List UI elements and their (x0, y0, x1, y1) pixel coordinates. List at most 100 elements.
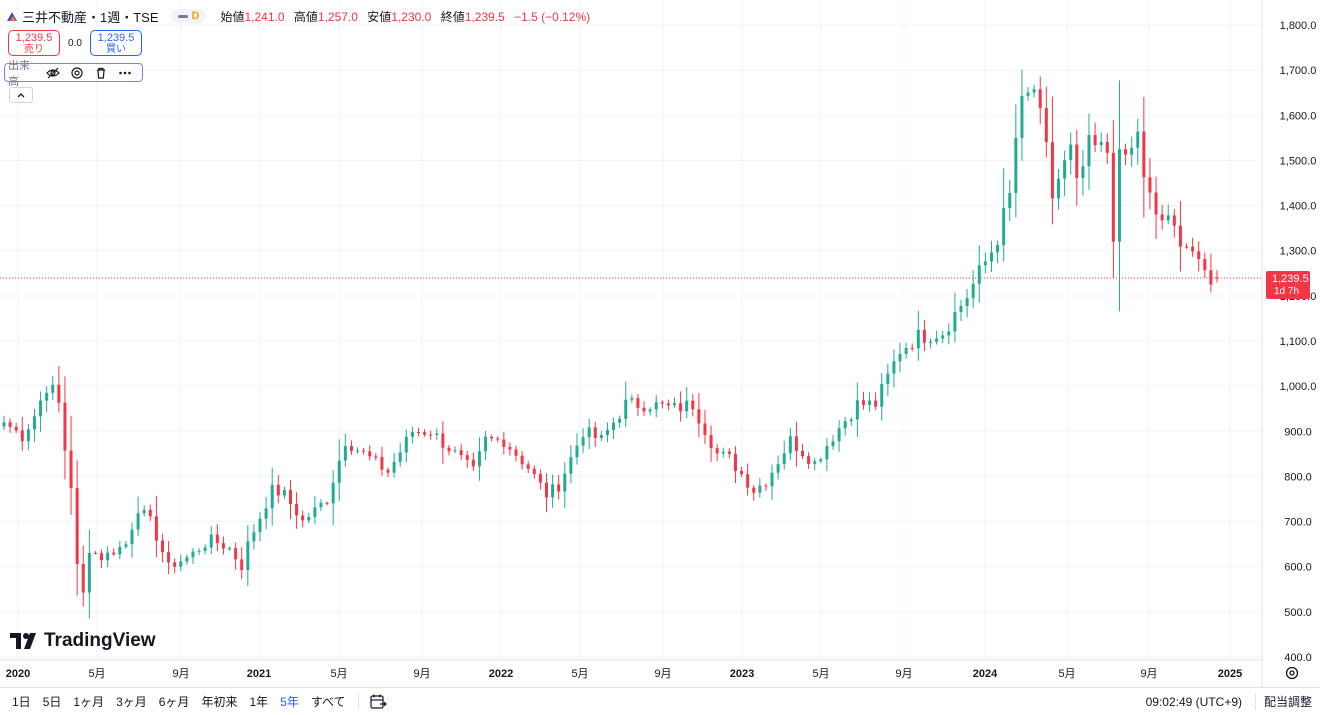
candle (1032, 84, 1036, 98)
time-tick-label: 5月 (330, 668, 347, 680)
candle-body (740, 470, 744, 475)
candle-body (983, 261, 987, 266)
eye-icon[interactable] (46, 66, 60, 80)
candle-body (697, 409, 701, 424)
candle-body (612, 422, 616, 431)
candle (1111, 120, 1115, 278)
price-tick-label: 400.0 (1284, 652, 1312, 664)
time-axis[interactable]: 2020 5月 9月 2021 5月 9月 2022 5月 9月 2023 5月 9月 2024 5月 9月… (0, 659, 1262, 680)
candle-body (807, 456, 811, 464)
range-button[interactable]: 1ヶ月 (73, 695, 105, 709)
data-source-pill[interactable]: D (170, 9, 207, 23)
candle (758, 478, 762, 498)
minus-icon (177, 14, 188, 18)
candle (794, 421, 798, 467)
range-button[interactable]: 年初来 (201, 695, 238, 709)
time-tick-label: 5月 (812, 668, 829, 680)
candle (1130, 136, 1134, 168)
open-value: 1,241.0 (244, 9, 285, 24)
candle (660, 400, 664, 409)
candle (685, 387, 689, 419)
range-button[interactable]: 1日 (12, 695, 31, 709)
candle (148, 504, 152, 521)
candle (1044, 86, 1048, 158)
range-button[interactable]: 6ヶ月 (158, 695, 190, 709)
candle (715, 444, 719, 462)
candle (471, 452, 475, 471)
settings-icon[interactable] (70, 66, 84, 80)
candle (916, 310, 920, 361)
candle (337, 439, 341, 501)
candle (282, 486, 286, 500)
candle (587, 418, 591, 450)
candle-body (1063, 160, 1067, 179)
candle (721, 447, 725, 458)
candle-body (197, 550, 201, 552)
tradingview-watermark[interactable]: TradingView (10, 630, 156, 652)
candle (1136, 118, 1140, 165)
candle-body (313, 507, 317, 518)
candle-body (100, 553, 104, 561)
candle (32, 408, 36, 442)
candle-body (301, 515, 305, 521)
candle-body (679, 403, 683, 412)
range-button[interactable]: 1年 (249, 695, 269, 709)
candle-body (349, 446, 353, 452)
candle-body (471, 459, 475, 467)
candle (819, 457, 823, 464)
dividend-adjust-toggle[interactable]: 配当調整 (1263, 695, 1312, 709)
candle-body (788, 436, 792, 454)
price-tick-label: 1,300.0 (1280, 246, 1317, 258)
calendar-goto-icon[interactable] (369, 693, 387, 711)
data-badge: D (191, 10, 200, 22)
candle (8, 418, 12, 433)
symbol-logo-icon (7, 12, 17, 21)
candle-body (581, 437, 585, 446)
candle (69, 415, 73, 515)
candle-body (1154, 192, 1158, 215)
candle (124, 540, 128, 549)
range-button[interactable]: すべて (310, 695, 346, 709)
time-tick-label: 2023 (730, 668, 754, 680)
candle-body (453, 450, 457, 452)
candle (441, 421, 445, 464)
candle (605, 422, 609, 443)
clock-timezone[interactable]: 09:02:49 (UTC+9) (1145, 694, 1242, 709)
candle (581, 428, 585, 454)
candle (63, 376, 67, 480)
candle-body (605, 430, 609, 436)
collapse-legend-button[interactable] (9, 87, 33, 103)
range-button[interactable]: 5日 (42, 695, 62, 709)
candle-body (398, 452, 402, 462)
candle-body (57, 384, 61, 403)
range-button[interactable]: 3ヶ月 (116, 695, 147, 709)
range-button[interactable]: 5年 (280, 695, 299, 709)
price-axis[interactable]: 400.0 500.0 600.0 700.0 800.0 900.0 1,000.0 1,1… (1261, 0, 1317, 687)
candle-body (673, 403, 677, 406)
candle (447, 445, 451, 456)
price-chart[interactable]: 400.0 500.0 600.0 700.0 800.0 900.0 1,000.0 1,1… (0, 0, 1320, 687)
candle (971, 270, 975, 309)
candle-body (331, 482, 335, 504)
candle (953, 292, 957, 343)
candle (929, 338, 933, 349)
time-tick-label: 9月 (1140, 668, 1157, 680)
sell-button[interactable]: 1,239.5 売り (8, 30, 60, 56)
candle-body (770, 472, 774, 487)
candle (1099, 132, 1103, 153)
toolbar-divider (357, 693, 359, 710)
more-icon[interactable] (118, 66, 132, 80)
candle (648, 407, 652, 416)
candle-body (288, 489, 292, 504)
candle (246, 525, 250, 587)
candle-body (935, 338, 939, 342)
axis-settings-icon[interactable] (1284, 665, 1300, 681)
symbol-title[interactable]: 三井不動産・1週・TSE (22, 9, 159, 25)
buy-button[interactable]: 1,239.5 買い (90, 30, 142, 56)
candle (1026, 87, 1030, 101)
candle-body (1057, 178, 1061, 199)
trash-icon[interactable] (94, 66, 108, 80)
volume-indicator-legend[interactable]: 出来高 (4, 60, 143, 88)
candle-body (1111, 152, 1115, 242)
candle-body (1093, 135, 1097, 146)
